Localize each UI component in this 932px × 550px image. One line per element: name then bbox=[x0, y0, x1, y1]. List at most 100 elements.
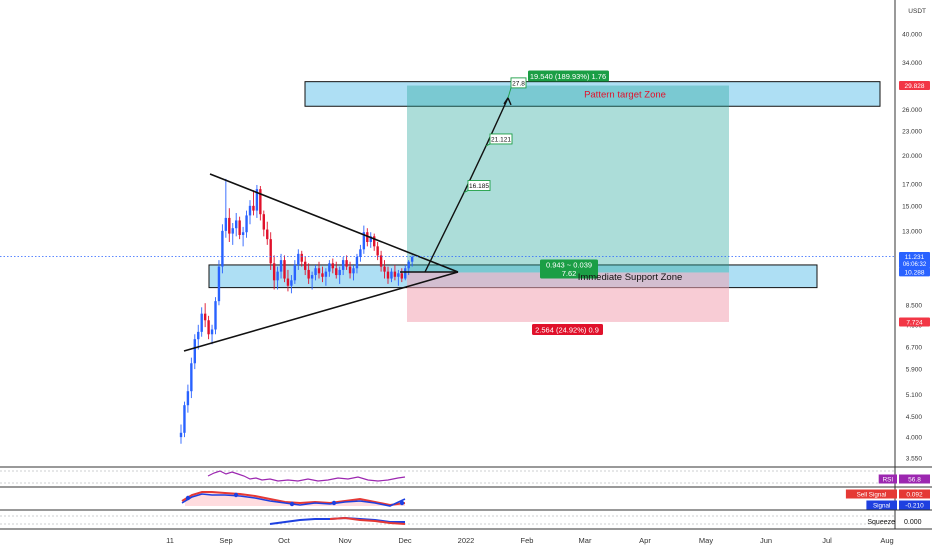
svg-text:2.564 (24.92%) 0.9: 2.564 (24.92%) 0.9 bbox=[535, 325, 599, 334]
candle bbox=[324, 268, 328, 286]
time-tick: Mar bbox=[579, 536, 592, 545]
candle bbox=[272, 255, 276, 290]
svg-text:0.000: 0.000 bbox=[904, 519, 922, 526]
candle bbox=[193, 334, 196, 370]
candle bbox=[217, 260, 221, 306]
candle bbox=[262, 210, 265, 237]
currency-label: USDT bbox=[908, 8, 926, 15]
time-tick: 11 bbox=[166, 536, 174, 545]
price-tick: 5.900 bbox=[906, 367, 923, 374]
price-tick: 17.000 bbox=[902, 181, 922, 188]
svg-text:Signal: Signal bbox=[873, 503, 891, 510]
candle bbox=[241, 226, 245, 247]
price-tick: 20.000 bbox=[902, 153, 922, 160]
price-tick: 15.000 bbox=[902, 203, 922, 210]
projection-arrowhead bbox=[503, 96, 512, 106]
svg-text:11.231: 11.231 bbox=[905, 254, 925, 261]
time-tick: Dec bbox=[398, 536, 412, 545]
time-tick: May bbox=[699, 536, 713, 545]
svg-text:06:06:32: 06:06:32 bbox=[903, 262, 927, 268]
candle bbox=[383, 260, 386, 279]
squeeze-momentum-line bbox=[329, 516, 406, 525]
price-tag: 7.724 bbox=[899, 317, 930, 327]
indicator-tag: Signal -0.210 bbox=[866, 500, 930, 510]
candle bbox=[317, 261, 321, 279]
indicator-tag: Squeeze 0.000 bbox=[867, 519, 921, 526]
svg-text:Sell Signal: Sell Signal bbox=[857, 492, 887, 499]
zone-box bbox=[304, 81, 881, 107]
candle bbox=[276, 266, 279, 290]
candle bbox=[348, 261, 352, 279]
time-tick: Oct bbox=[278, 536, 291, 545]
projection-path: 16.185 21.121 27.8 bbox=[424, 77, 527, 273]
candle bbox=[321, 266, 324, 283]
svg-text:19.540 (189.93%) 1.76: 19.540 (189.93%) 1.76 bbox=[530, 72, 606, 81]
candle bbox=[255, 184, 259, 218]
triangle-upper-trendline bbox=[209, 173, 459, 273]
loss-area bbox=[407, 272, 729, 322]
candle bbox=[307, 263, 310, 284]
svg-text:7.724: 7.724 bbox=[906, 319, 923, 326]
svg-text:RSI: RSI bbox=[883, 477, 894, 484]
svg-text:-0.210: -0.210 bbox=[905, 503, 924, 510]
candle bbox=[304, 256, 307, 276]
time-tick: Nov bbox=[338, 536, 352, 545]
price-tag: 10.288 bbox=[899, 267, 930, 277]
candle bbox=[183, 401, 186, 438]
projection-node-label: 16.185 bbox=[463, 180, 491, 193]
candle bbox=[269, 232, 272, 270]
signal-line bbox=[181, 493, 406, 507]
candle bbox=[207, 315, 210, 340]
price-tick: 5.100 bbox=[906, 392, 923, 399]
time-tick: Aug bbox=[880, 536, 893, 545]
candle bbox=[248, 200, 252, 225]
zone-label: Immediate Support Zone bbox=[578, 272, 683, 283]
price-axis-ticks: 3.5504.0004.5005.1005.9006.7007.6008.500… bbox=[902, 32, 922, 463]
candle bbox=[362, 225, 366, 254]
candle bbox=[200, 307, 203, 337]
candle bbox=[290, 275, 293, 294]
svg-text:56.8: 56.8 bbox=[908, 477, 921, 484]
price-tick: 26.000 bbox=[902, 107, 922, 114]
candle bbox=[231, 222, 234, 245]
indicator-tag: RSI 56.8 bbox=[878, 474, 930, 484]
candle bbox=[228, 208, 231, 242]
time-tick: Jul bbox=[822, 536, 832, 545]
time-axis[interactable]: 11 Sep Oct Nov Dec 2022 Feb Mar Apr May Jun Jul Aug bbox=[166, 536, 894, 545]
candle bbox=[279, 253, 283, 279]
stop-label: 2.564 (24.92%) 0.9 bbox=[532, 323, 603, 335]
zone-label: Pattern target Zone bbox=[584, 89, 666, 100]
candle bbox=[341, 256, 345, 276]
candle bbox=[369, 232, 372, 248]
svg-text:21.121: 21.121 bbox=[491, 136, 511, 143]
candle bbox=[300, 250, 303, 267]
target-label: 19.540 (189.93%) 1.76 bbox=[528, 70, 609, 82]
projection-line bbox=[424, 97, 509, 273]
svg-text:27.8: 27.8 bbox=[512, 80, 525, 87]
candle bbox=[379, 250, 383, 272]
candle bbox=[328, 260, 331, 277]
time-tick: 2022 bbox=[458, 536, 475, 545]
price-axis[interactable]: 3.5504.0004.5005.1005.9006.7007.6008.500… bbox=[0, 0, 930, 529]
price-tag: 29.828 bbox=[899, 81, 930, 91]
candle bbox=[266, 221, 269, 245]
candle bbox=[386, 266, 390, 284]
candle bbox=[190, 357, 193, 399]
price-tick: 4.500 bbox=[906, 414, 923, 421]
price-tick: 8.500 bbox=[906, 303, 923, 310]
price-tick: 34.000 bbox=[902, 60, 922, 67]
candle bbox=[338, 266, 341, 284]
price-tick: 13.000 bbox=[902, 228, 922, 235]
price-tick: 4.000 bbox=[906, 435, 923, 442]
triangle-lower-trendline bbox=[183, 271, 459, 352]
candle bbox=[235, 212, 238, 237]
candle bbox=[310, 271, 314, 290]
candle bbox=[252, 190, 255, 216]
price-tick: 6.700 bbox=[906, 344, 923, 351]
candlestick-series bbox=[179, 178, 414, 444]
zone-labels: Pattern target Zone Immediate Support Zon… bbox=[578, 89, 683, 282]
